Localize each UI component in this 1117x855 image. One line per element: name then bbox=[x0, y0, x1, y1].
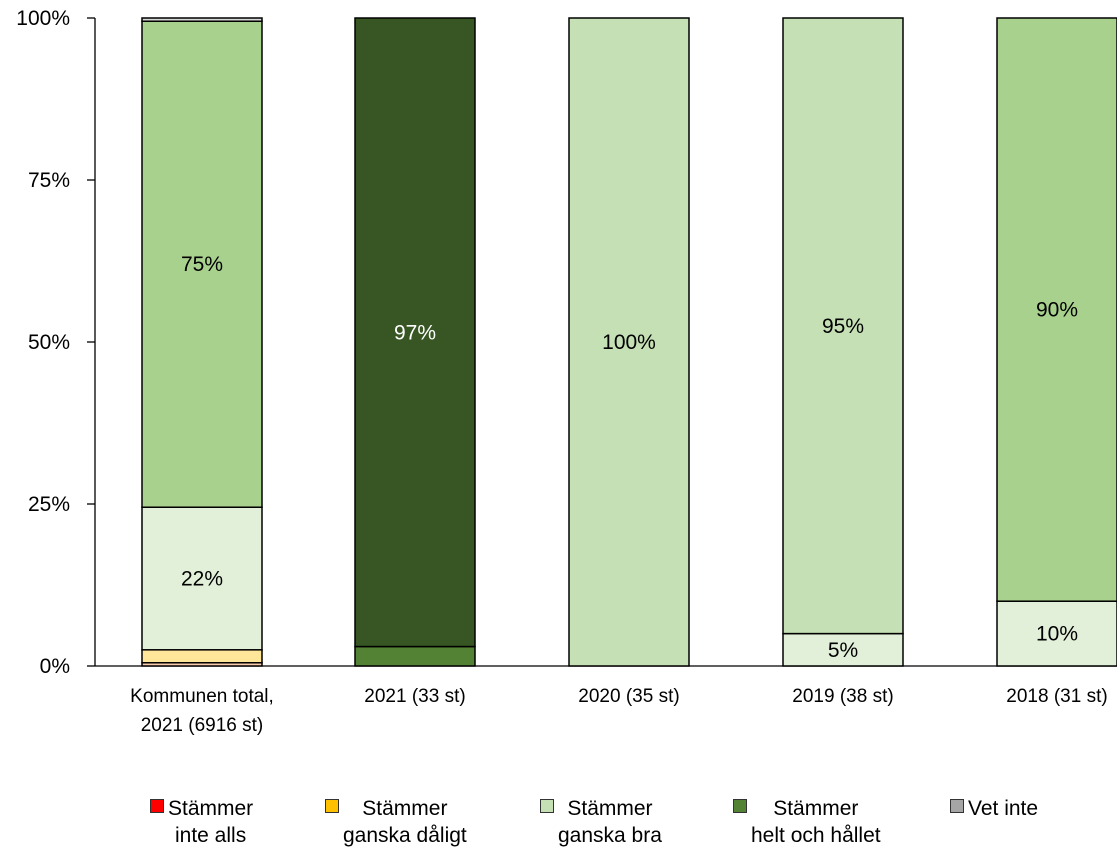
legend-item: Stämmer ganska bra bbox=[540, 795, 662, 849]
x-tick-label: 2019 (38 st) bbox=[792, 686, 893, 707]
legend-label: Stämmer ganska bra bbox=[558, 797, 662, 847]
x-tick-label: Kommunen total, bbox=[130, 686, 274, 707]
data-label: 22% bbox=[181, 568, 223, 591]
stacked-bar-chart: 0% 25% 50% 75% 100% 22% 75% Kommunen total, 2021… bbox=[16, 7, 1117, 736]
y-tick-label: 75% bbox=[28, 169, 70, 192]
legend-swatch bbox=[733, 799, 747, 813]
chart-legend: Stämmer inte alls Stämmer ganska dåligt Stäm… bbox=[0, 795, 1117, 855]
legend-swatch bbox=[540, 799, 554, 813]
legend-item: Stämmer ganska dåligt bbox=[325, 795, 467, 849]
x-tick-label: 2021 (33 st) bbox=[364, 686, 465, 707]
x-tick-label: 2020 (35 st) bbox=[578, 686, 679, 707]
bar-segment bbox=[141, 17, 263, 22]
legend-swatch bbox=[950, 799, 964, 813]
data-label: 75% bbox=[181, 253, 223, 276]
bar-segment bbox=[996, 600, 1117, 667]
bar-segment bbox=[141, 20, 263, 508]
y-tick-label: 0% bbox=[40, 655, 70, 678]
legend-item: Vet inte bbox=[950, 795, 1038, 822]
legend-item: Stämmer inte alls bbox=[150, 795, 253, 849]
y-tick-label: 50% bbox=[28, 331, 70, 354]
data-label: 10% bbox=[1036, 623, 1078, 646]
legend-label: Stämmer ganska dåligt bbox=[343, 797, 467, 847]
legend-label: Vet inte bbox=[968, 797, 1039, 820]
bar-segment bbox=[782, 17, 904, 635]
data-label: 95% bbox=[822, 315, 864, 338]
data-label: 5% bbox=[828, 639, 858, 662]
bar-segment bbox=[568, 17, 690, 667]
data-label: 97% bbox=[394, 321, 436, 344]
legend-swatch bbox=[325, 799, 339, 813]
bar-segment bbox=[141, 649, 263, 664]
legend-swatch bbox=[150, 799, 164, 813]
bar-segment bbox=[996, 17, 1117, 602]
bar-segment bbox=[354, 17, 476, 648]
x-tick-label: 2018 (31 st) bbox=[1006, 686, 1107, 707]
legend-item: Stämmer helt och hållet bbox=[733, 795, 881, 849]
bar-segment bbox=[354, 645, 476, 667]
bar-segment bbox=[782, 632, 904, 667]
legend-label: Stämmer helt och hållet bbox=[751, 797, 881, 847]
data-label: 100% bbox=[602, 331, 656, 354]
data-label: 90% bbox=[1036, 299, 1078, 322]
y-tick-label: 25% bbox=[28, 493, 70, 516]
x-tick-label: 2021 (6916 st) bbox=[141, 715, 264, 736]
y-tick-label: 100% bbox=[16, 7, 70, 30]
legend-label: Stämmer inte alls bbox=[168, 797, 254, 847]
